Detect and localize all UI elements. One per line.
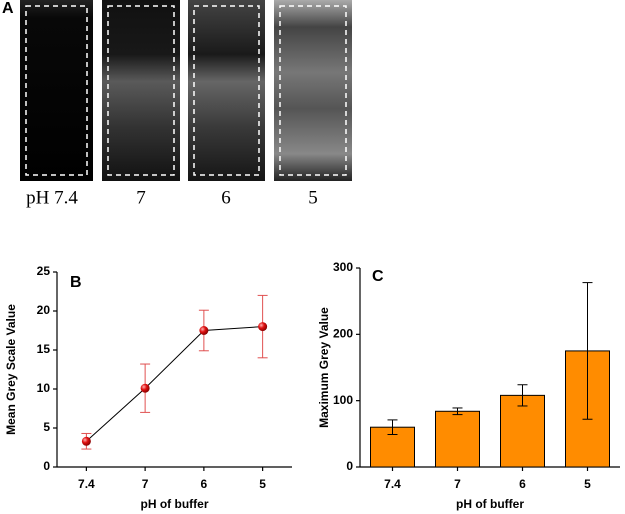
y-tick-label: 0: [43, 459, 50, 473]
y-tick-label: 25: [37, 264, 51, 278]
marker: [258, 322, 268, 332]
x-axis-title: pH of buffer: [141, 497, 209, 511]
y-tick-label: 0: [346, 459, 353, 473]
x-axis-title: pH of buffer: [456, 497, 524, 511]
x-tick-label: 6: [201, 477, 208, 491]
x-tick-label: 7: [142, 477, 149, 491]
y-tick-label: 10: [37, 381, 51, 395]
panel-label: A: [2, 0, 14, 17]
panel-label: B: [70, 274, 82, 291]
bar: [370, 426, 415, 468]
x-tick-label: 5: [584, 477, 591, 491]
roi-box: [25, 5, 88, 176]
bar: [500, 394, 545, 468]
bar: [435, 410, 480, 468]
image: [188, 0, 265, 181]
x-tick-label: 5: [259, 477, 266, 491]
marker: [140, 383, 150, 393]
marker: [81, 436, 91, 446]
image: [274, 0, 352, 181]
x-tick-label: 7.4: [78, 477, 95, 491]
panel-label: C: [372, 268, 384, 285]
data-line: [86, 326, 263, 442]
y-tick-label: 100: [333, 393, 353, 407]
image-label: 5: [308, 187, 318, 208]
marker: [199, 326, 209, 335]
x-tick-label: 6: [519, 477, 526, 491]
y-axis-title: Mean Grey Scale Value: [4, 304, 18, 435]
y-tick-label: 5: [43, 420, 50, 434]
image-label: 7: [136, 187, 146, 208]
y-tick-label: 200: [333, 327, 353, 341]
x-tick-label: 7.4: [384, 477, 401, 491]
y-tick-label: 20: [37, 303, 51, 317]
y-tick-label: 300: [333, 260, 353, 274]
micrographs: [20, 0, 352, 181]
x-tick-label: 7: [454, 477, 461, 491]
y-tick-label: 15: [37, 342, 51, 356]
image-label: 6: [221, 187, 231, 208]
image: [102, 0, 180, 181]
y-axis-title: Maximum Grey Value: [317, 307, 331, 428]
image-label: pH 7.4: [26, 187, 78, 208]
image: [20, 0, 93, 181]
